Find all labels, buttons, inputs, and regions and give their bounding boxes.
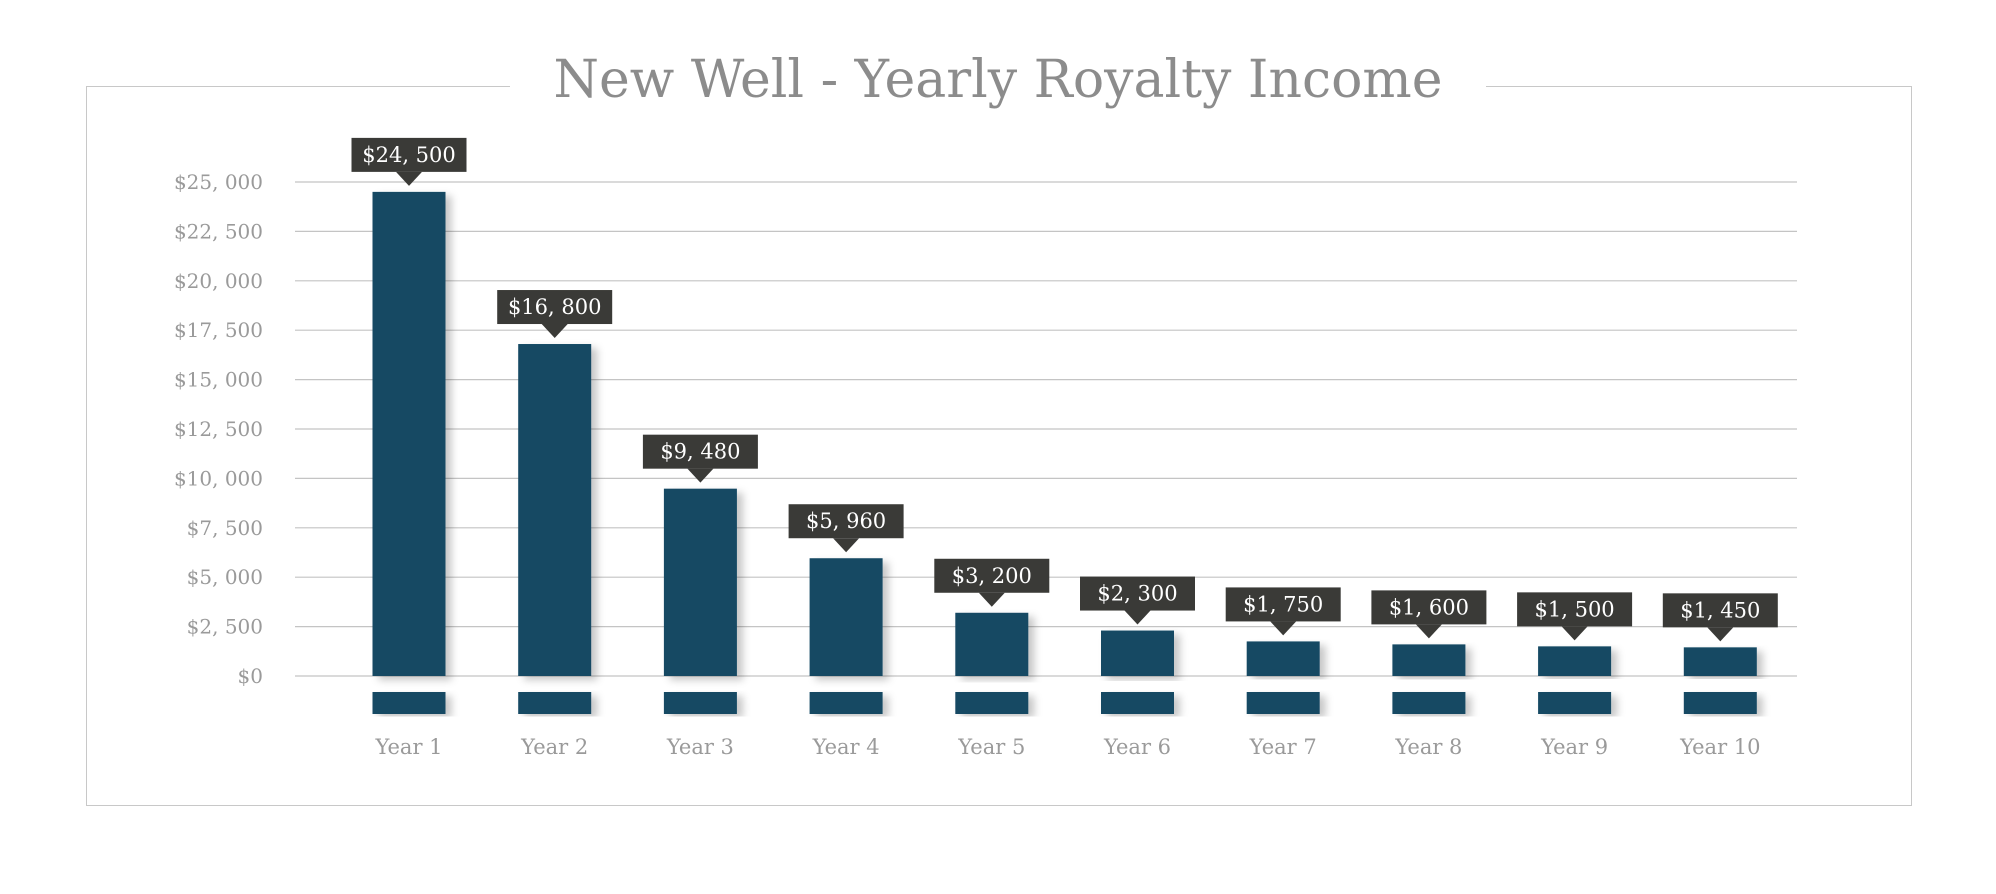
y-tick-label: $7, 500 — [187, 516, 263, 540]
value-callout: $1, 600 — [1371, 590, 1487, 639]
value-callout: $1, 450 — [1662, 593, 1778, 642]
bar-base — [1538, 692, 1612, 714]
value-callout: $1, 500 — [1517, 592, 1633, 641]
bar — [809, 558, 883, 676]
value-callouts: $24, 500 $16, 800 $9, 480 $5, 960 $3, 200 $2,… — [351, 137, 1778, 642]
value-callout-pointer — [396, 171, 422, 186]
x-category-label: Year 2 — [520, 735, 588, 759]
y-tick-label: $0 — [238, 664, 263, 688]
value-callout-box — [1225, 587, 1341, 622]
value-callout-pointer — [833, 538, 860, 553]
bar-base — [1246, 692, 1320, 714]
x-category-label: Year 7 — [1249, 735, 1317, 759]
y-tick-label: $25, 000 — [174, 170, 263, 194]
x-category-label: Year 3 — [666, 735, 734, 759]
value-label: $24, 500 — [362, 143, 456, 167]
value-callout-pointer — [1707, 627, 1734, 642]
bar — [1538, 646, 1612, 676]
bar-bases — [372, 692, 1757, 714]
bar-base — [809, 692, 883, 714]
value-callout-pointer — [1124, 610, 1151, 625]
value-label: $9, 480 — [660, 440, 740, 464]
bar — [1683, 647, 1757, 676]
value-callout: $9, 480 — [642, 434, 758, 483]
bar — [1392, 644, 1466, 676]
x-category-label: Year 5 — [957, 735, 1025, 759]
value-callout-box — [642, 434, 758, 469]
bar — [1101, 630, 1174, 676]
value-label: $16, 800 — [508, 295, 602, 319]
x-category-label: Year 1 — [374, 735, 442, 759]
value-callout-pointer — [1561, 626, 1588, 641]
x-category-label: Year 9 — [1540, 735, 1608, 759]
y-tick-label: $20, 000 — [174, 269, 263, 293]
bar — [518, 344, 592, 676]
value-callout-pointer — [1415, 624, 1442, 639]
value-callout-box — [934, 558, 1050, 593]
bar-base — [1683, 692, 1757, 714]
y-axis-ticks: $0 $2, 500 $5, 000 $7, 500 $10, 000 $12, 500 $… — [174, 170, 263, 688]
x-category-label: Year 6 — [1103, 735, 1171, 759]
x-category-label: Year 10 — [1679, 735, 1760, 759]
bar-base — [1392, 692, 1466, 714]
bar — [663, 488, 737, 676]
value-label: $1, 600 — [1389, 595, 1469, 619]
value-callout-pointer — [1270, 621, 1297, 636]
value-callout-pointer — [541, 324, 568, 339]
bar — [372, 191, 446, 676]
value-label: $2, 300 — [1097, 582, 1177, 606]
bar-base — [663, 692, 737, 714]
y-tick-label: $2, 500 — [187, 615, 263, 639]
value-callout-pointer — [978, 592, 1005, 607]
value-label: $5, 960 — [806, 509, 886, 533]
value-label: $1, 500 — [1535, 597, 1615, 621]
y-tick-label: $15, 000 — [174, 368, 263, 392]
value-callout: $24, 500 — [351, 137, 467, 186]
bar-base — [955, 692, 1029, 714]
value-callout-box — [1662, 593, 1778, 628]
y-tick-label: $22, 500 — [174, 219, 263, 243]
bar-base — [372, 692, 446, 714]
y-tick-label: $17, 500 — [174, 318, 263, 342]
value-label: $1, 450 — [1680, 598, 1760, 622]
value-callout: $5, 960 — [788, 504, 904, 553]
x-axis-labels: Year 1 Year 2 Year 3 Year 4 Year 5 Year 6 Year… — [374, 735, 1760, 759]
value-label: $1, 750 — [1243, 592, 1323, 616]
value-callout: $3, 200 — [934, 558, 1050, 607]
value-callout: $2, 300 — [1080, 576, 1195, 625]
value-callout: $16, 800 — [497, 290, 613, 339]
value-callout-box — [497, 290, 613, 325]
value-callout-box — [788, 504, 904, 539]
y-tick-label: $12, 500 — [174, 417, 263, 441]
value-label: $3, 200 — [952, 564, 1032, 588]
bars — [372, 191, 1757, 676]
x-category-label: Year 8 — [1394, 735, 1462, 759]
bar — [1246, 641, 1320, 676]
value-callout: $1, 750 — [1225, 587, 1341, 636]
x-category-label: Year 4 — [812, 735, 880, 759]
value-callout-box — [1517, 592, 1633, 627]
bar-base — [518, 692, 592, 714]
value-callout-box — [1080, 576, 1195, 611]
bar — [955, 612, 1029, 676]
value-callout-box — [1371, 590, 1487, 625]
bar-base — [1101, 692, 1174, 714]
y-tick-label: $5, 000 — [187, 565, 263, 589]
y-tick-label: $10, 000 — [174, 466, 263, 490]
value-callout-pointer — [687, 468, 714, 483]
value-callout-box — [351, 137, 467, 172]
